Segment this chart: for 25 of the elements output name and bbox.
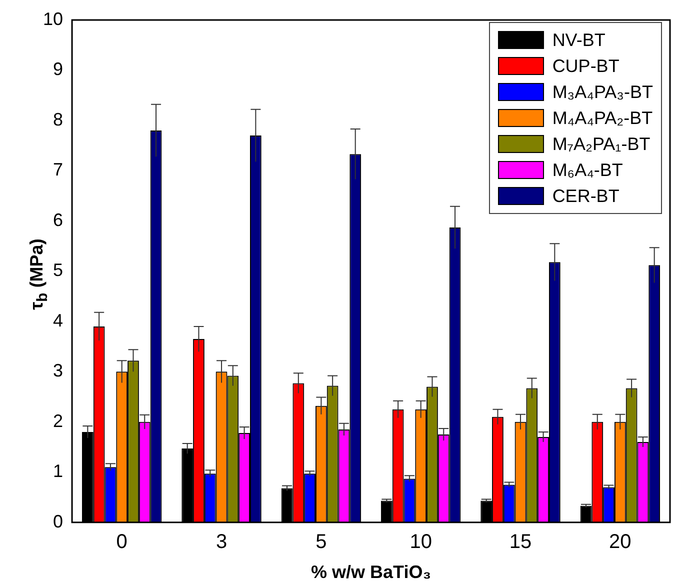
y-tick-label: 3 (53, 360, 64, 381)
y-tick-label: 1 (53, 461, 64, 482)
legend-label: CER-BT (552, 186, 620, 206)
y-tick-label: 5 (53, 260, 64, 280)
y-tick-label: 7 (53, 160, 64, 180)
legend-label: NV-BT (552, 30, 606, 50)
y-tick-label: 9 (53, 59, 64, 80)
y-tick-label: 8 (53, 109, 64, 130)
x-tick-label: 3 (216, 530, 228, 553)
legend-label: M₆A₄-BT (552, 160, 623, 180)
y-tick-label: 2 (53, 410, 64, 431)
legend-label: M₃A₄PA₃-BT (552, 82, 653, 102)
x-tick-label: 20 (609, 530, 632, 553)
x-tick-label: 0 (116, 530, 128, 553)
y-tick-label: 6 (53, 210, 64, 230)
x-tick-label: 5 (316, 530, 327, 553)
y-tick-label: 0 (53, 511, 64, 532)
x-tick-label: 10 (410, 530, 432, 553)
legend-label: M₇A₂PA₁-BT (552, 134, 650, 154)
y-tick-label: 4 (53, 310, 64, 330)
legend-label: M₄A₄PA₂-BT (552, 108, 653, 128)
legend-label: CUP-BT (552, 56, 620, 76)
x-axis-title: % w/w BaTiO₃ (311, 562, 432, 582)
y-tick-label: 10 (42, 8, 64, 29)
x-tick-label: 15 (509, 530, 532, 553)
